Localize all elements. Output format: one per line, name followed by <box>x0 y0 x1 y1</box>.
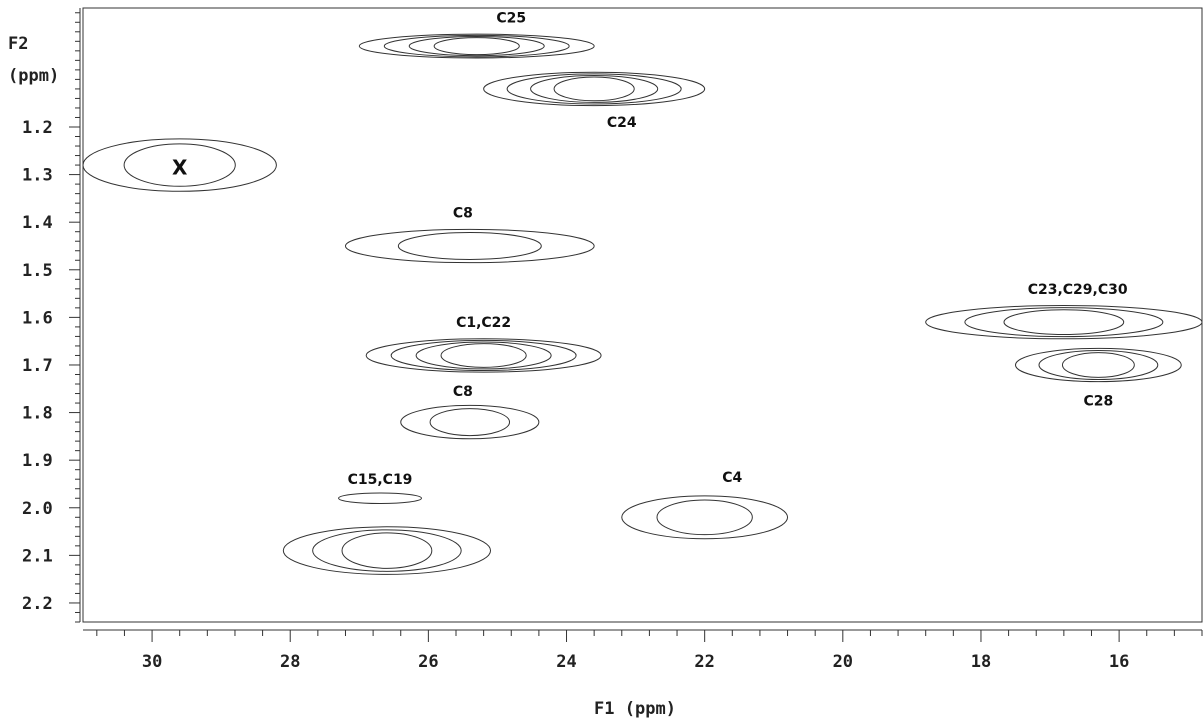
contour-level <box>415 341 552 370</box>
x-tick-label: 18 <box>971 652 991 672</box>
peak-label: C23,C29,C30 <box>1028 282 1128 298</box>
contour-level <box>483 71 706 107</box>
y-tick-label: 1.9 <box>22 451 53 471</box>
y-tick-label: 1.5 <box>22 261 53 281</box>
x-tick-label: 20 <box>833 652 853 672</box>
peak-label: C24 <box>607 115 637 131</box>
peak-label: C15,C19 <box>348 472 413 488</box>
x-tick-label: 30 <box>142 652 162 672</box>
contour-level <box>925 304 1203 340</box>
plot-frame <box>82 7 1203 623</box>
peak-label: C4 <box>722 470 742 486</box>
contour-level <box>1015 347 1182 383</box>
y-axis-title-line1: F2 <box>8 34 28 54</box>
contour-level <box>964 307 1164 338</box>
y-tick-label: 1.6 <box>22 308 53 328</box>
impurity-marker: X <box>172 155 188 179</box>
x-axis-title: F1 (ppm) <box>594 699 676 719</box>
x-tick-label: 28 <box>280 652 300 672</box>
contour-level <box>312 529 462 572</box>
contour-level <box>282 526 492 575</box>
contour-level <box>553 76 635 102</box>
contour-level <box>341 532 433 569</box>
contour-level <box>429 408 511 437</box>
contour-level <box>365 338 602 373</box>
y-axis-title-line2: (ppm) <box>8 66 59 86</box>
y-tick-label: 1.4 <box>22 213 53 233</box>
peak-label: C8 <box>453 384 473 400</box>
y-tick-label: 1.7 <box>22 356 53 376</box>
x-tick-label: 22 <box>694 652 714 672</box>
y-tick-label: 2.1 <box>22 546 53 566</box>
contour-level <box>400 404 540 440</box>
contour-level <box>1038 349 1159 381</box>
contour-level <box>383 34 570 58</box>
contour-level <box>82 138 277 192</box>
contour-level <box>358 33 595 59</box>
ylabel-group: F2 (ppm) <box>8 34 59 86</box>
peak-label: C1,C22 <box>456 315 511 331</box>
contour-level <box>390 339 577 372</box>
contour-level <box>656 499 753 536</box>
peak-label: C8 <box>453 206 473 222</box>
contour-level <box>123 143 236 187</box>
contour-level <box>440 343 527 368</box>
x-tick-label: 26 <box>418 652 438 672</box>
y-tick-label: 1.2 <box>22 118 53 138</box>
contour-level <box>408 35 545 57</box>
contour-level <box>1003 309 1125 336</box>
peak-label: C25 <box>496 11 526 27</box>
contour-level <box>344 228 595 264</box>
plot-area: 30 28 26 24 22 20 18 16 1.2 1.3 1.4 1.5 1.6 1.7 1.8 1.9… <box>22 7 1203 672</box>
contour-level <box>621 495 789 540</box>
y-tick-label: 2.0 <box>22 499 53 519</box>
contour-level <box>338 492 422 504</box>
x-tick-label: 24 <box>556 652 576 672</box>
y-tick-label: 1.8 <box>22 404 53 424</box>
y-tick-label: 1.3 <box>22 166 53 186</box>
x-tick-label: 16 <box>1109 652 1129 672</box>
contour-level <box>530 74 659 103</box>
contour-level <box>397 232 542 260</box>
y-tick-label: 2.2 <box>22 594 53 614</box>
contour-level <box>433 37 520 56</box>
contour-level <box>1061 352 1135 378</box>
contour-level <box>506 73 682 105</box>
peak-label: C28 <box>1084 394 1114 410</box>
